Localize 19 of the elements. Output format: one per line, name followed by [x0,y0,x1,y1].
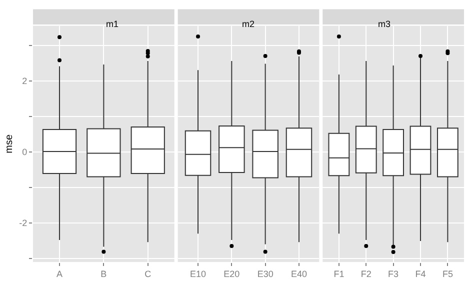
chart-title: m1 [106,19,119,29]
x-tick-label: F5 [442,268,453,279]
y-tick-label: 2 [22,76,28,86]
y-tick-label: -2 [19,218,28,228]
x-tick-label: E10 [190,268,206,279]
x-tick-label: E40 [290,268,307,279]
x-tick-label: F1 [334,268,344,279]
x-tick-label: F3 [388,268,399,279]
chart-title: m3 [378,19,391,29]
x-tick-label: E30 [257,268,274,279]
x-tick-label: E20 [224,268,240,279]
x-tick-label: F2 [360,268,372,279]
y-tick-label: 0 [22,147,28,158]
chart-title: m2 [242,19,255,29]
x-tick-label: B [100,268,107,279]
x-tick-label: C [144,268,152,279]
y-axis-title: mse [4,134,16,154]
x-tick-label: A [56,268,63,279]
x-tick-label: F4 [415,268,426,279]
